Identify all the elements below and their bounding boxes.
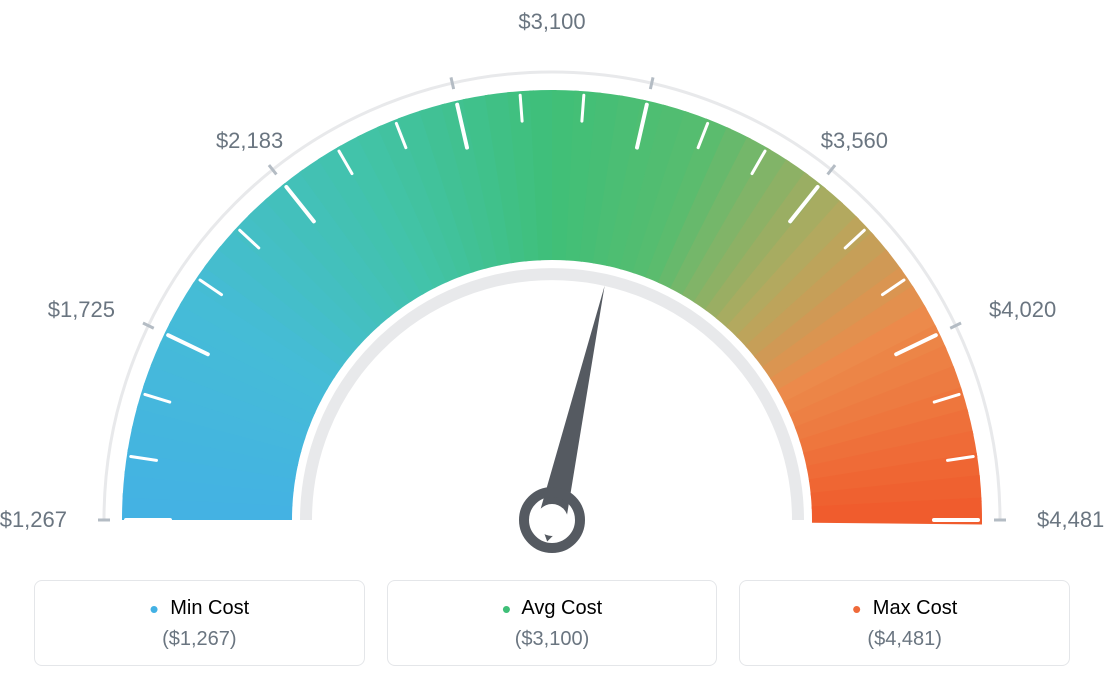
legend-title-max: • Max Cost — [750, 597, 1059, 620]
gauge-tick-label: $1,725 — [48, 297, 115, 323]
legend-row: • Min Cost ($1,267) • Avg Cost ($3,100) … — [34, 580, 1070, 666]
gauge-tick-label: $2,183 — [216, 128, 283, 154]
legend-title-text: Min Cost — [170, 597, 249, 619]
legend-value-max: ($4,481) — [750, 628, 1059, 651]
legend-title-text: Max Cost — [873, 597, 957, 619]
legend-title-min: • Min Cost — [45, 597, 354, 620]
gauge-tick-label: $1,267 — [0, 507, 67, 533]
gauge-chart: $1,267 $1,725 $2,183 $3,100 $3,560 $4,020 $4,4… — [0, 0, 1104, 560]
dot-icon: • — [150, 594, 159, 624]
legend-value-avg: ($3,100) — [398, 628, 707, 651]
gauge-tick-label: $4,020 — [989, 297, 1056, 323]
dot-icon: • — [852, 594, 861, 624]
legend-card-max: • Max Cost ($4,481) — [739, 580, 1070, 666]
gauge-tick-label: $4,481 — [1037, 507, 1104, 533]
legend-card-avg: • Avg Cost ($3,100) — [387, 580, 718, 666]
dot-icon: • — [502, 594, 511, 624]
gauge-tick-label: $3,560 — [821, 128, 888, 154]
legend-title-avg: • Avg Cost — [398, 597, 707, 620]
legend-card-min: • Min Cost ($1,267) — [34, 580, 365, 666]
legend-title-text: Avg Cost — [521, 597, 602, 619]
gauge-tick-label: $3,100 — [518, 9, 585, 35]
gauge-svg — [32, 30, 1072, 600]
legend-value-min: ($1,267) — [45, 628, 354, 651]
